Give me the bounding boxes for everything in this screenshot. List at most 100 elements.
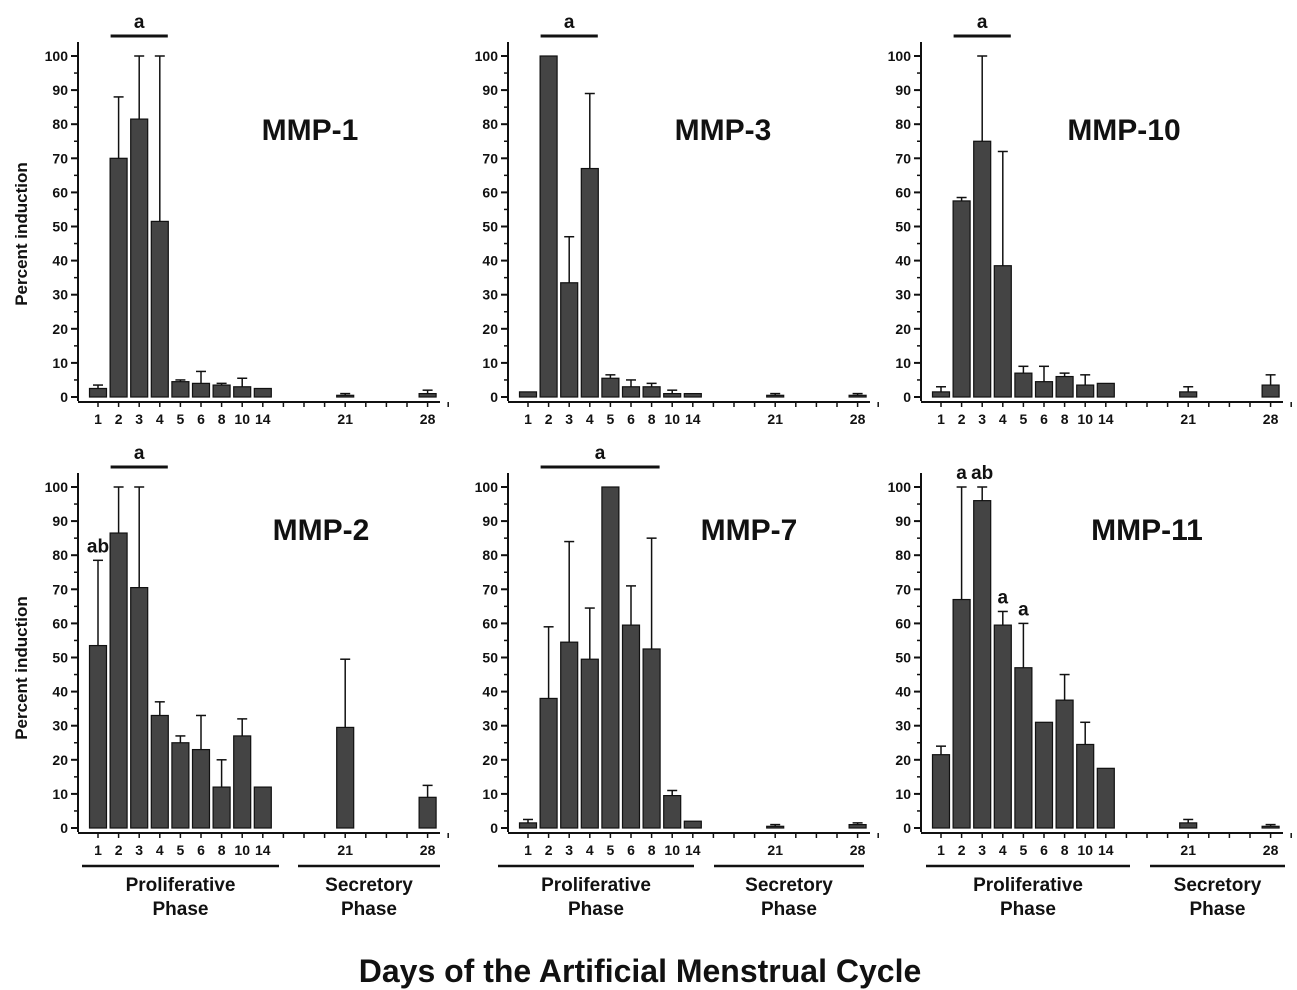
- panel-title: MMP-11: [1091, 514, 1203, 547]
- bar-day-6: [191, 748, 211, 829]
- panel-mmp-3: 0 10 20 30 40 50 60 70 80 90 100 1 2 3 4 5 6 8 10 14 21 28 a MM…: [475, 12, 879, 427]
- y-tick-label: 90: [895, 82, 911, 98]
- x-tick-label: 3: [565, 842, 573, 858]
- y-tick-label: 90: [895, 513, 911, 529]
- bar-day-14: [1096, 767, 1115, 829]
- bar-day-10: [1076, 384, 1095, 398]
- bar-day-6: [1034, 721, 1054, 829]
- bar-day-2: [109, 157, 128, 398]
- x-tick-label: 5: [607, 842, 615, 858]
- x-tick-label: 6: [197, 411, 205, 427]
- bar-day-2: [952, 598, 971, 829]
- x-tick-label: 3: [135, 842, 143, 858]
- proliferative-phase-label: Phase: [153, 899, 209, 920]
- x-tick-label: 6: [1040, 411, 1048, 427]
- bar-day-21: [1179, 822, 1198, 829]
- y-tick-label: 40: [482, 684, 498, 700]
- x-tick-label: 4: [586, 411, 594, 427]
- y-tick-label: 100: [888, 48, 912, 64]
- y-tick-label: 50: [482, 650, 498, 666]
- proliferative-phase-label: Phase: [1000, 899, 1056, 920]
- bar-day-14: [253, 786, 272, 829]
- x-tick-label: 5: [177, 842, 185, 858]
- x-tick-label: 2: [545, 842, 553, 858]
- significance-label: a: [1018, 599, 1029, 620]
- y-tick-label: 10: [482, 786, 498, 802]
- bar-day-1: [518, 822, 538, 829]
- bar-day-21: [1179, 391, 1198, 398]
- bar-day-28: [418, 392, 437, 398]
- y-tick-label: 30: [52, 718, 68, 734]
- x-tick-label: 8: [648, 842, 656, 858]
- y-tick-label: 0: [903, 389, 911, 405]
- x-tick-label: 5: [1020, 411, 1028, 427]
- x-tick-label: 1: [94, 411, 102, 427]
- bar-day-3: [973, 500, 992, 829]
- x-tick-label: 5: [607, 411, 615, 427]
- y-tick-label: 60: [482, 615, 498, 631]
- bar-day-14: [683, 820, 702, 829]
- proliferative-phase-label: Proliferative: [973, 875, 1083, 896]
- y-tick-label: 30: [895, 718, 911, 734]
- x-tick-label: 3: [565, 411, 573, 427]
- bar-day-4: [150, 220, 169, 398]
- x-tick-label: 4: [999, 842, 1007, 858]
- bar-day-21: [336, 726, 355, 829]
- bar-day-10: [233, 735, 252, 829]
- x-tick-label: 10: [664, 842, 680, 858]
- y-tick-label: 10: [895, 355, 911, 371]
- y-tick-label: 0: [60, 820, 68, 836]
- significance-label: a: [134, 443, 145, 464]
- x-tick-label: 28: [850, 411, 866, 427]
- significance-label: a: [956, 463, 967, 484]
- y-tick-label: 90: [482, 82, 498, 98]
- y-tick-label: 100: [475, 479, 499, 495]
- bar-day-14: [683, 392, 702, 398]
- bar-day-2: [952, 200, 971, 398]
- bar-day-3: [973, 140, 992, 398]
- y-axis-label: Percent induction: [12, 162, 31, 306]
- y-tick-label: 30: [52, 287, 68, 303]
- x-tick-label: 6: [197, 842, 205, 858]
- bar-day-1: [88, 387, 108, 398]
- bar-day-2: [539, 55, 558, 398]
- y-tick-label: 40: [895, 253, 911, 269]
- x-tick-label: 14: [255, 411, 271, 427]
- bar-day-1: [518, 391, 538, 398]
- y-tick-label: 100: [45, 479, 69, 495]
- panel-mmp-10: 0 10 20 30 40 50 60 70 80 90 100 1 2 3 4 5 6 8 10 14 21 28 a MM…: [888, 12, 1292, 427]
- y-tick-label: 50: [895, 219, 911, 235]
- proliferative-phase-label: Proliferative: [541, 875, 651, 896]
- bar-day-8: [1055, 699, 1074, 829]
- significance-label: a: [564, 12, 575, 33]
- y-tick-label: 20: [52, 321, 68, 337]
- bar-day-8: [212, 786, 231, 829]
- x-tick-label: 28: [850, 842, 866, 858]
- x-tick-label: 14: [685, 842, 701, 858]
- y-tick-label: 80: [482, 116, 498, 132]
- x-tick-label: 8: [218, 411, 226, 427]
- y-tick-label: 100: [475, 48, 499, 64]
- y-tick-label: 40: [52, 253, 68, 269]
- secretory-phase-label: Secretory: [745, 875, 833, 896]
- y-tick-label: 50: [482, 219, 498, 235]
- bar-day-5: [601, 377, 620, 398]
- x-tick-label: 21: [337, 842, 353, 858]
- y-tick-label: 70: [895, 150, 911, 166]
- y-tick-label: 60: [895, 184, 911, 200]
- x-tick-label: 1: [94, 842, 102, 858]
- bar-day-5: [171, 381, 190, 398]
- panel-mmp-1: 0 10 20 30 40 50 60 70 80 90 100 1 2 3 4 5 6 8 10 14 21 28 a MM…: [12, 12, 449, 427]
- x-tick-label: 21: [767, 411, 783, 427]
- bar-day-1: [931, 754, 951, 829]
- y-tick-label: 70: [52, 150, 68, 166]
- proliferative-phase-label: Phase: [568, 899, 624, 920]
- y-tick-label: 70: [895, 581, 911, 597]
- y-tick-label: 90: [52, 82, 68, 98]
- y-tick-label: 40: [52, 684, 68, 700]
- bar-day-8: [642, 386, 661, 398]
- y-tick-label: 80: [895, 547, 911, 563]
- y-tick-label: 60: [52, 615, 68, 631]
- bar-day-5: [171, 742, 190, 829]
